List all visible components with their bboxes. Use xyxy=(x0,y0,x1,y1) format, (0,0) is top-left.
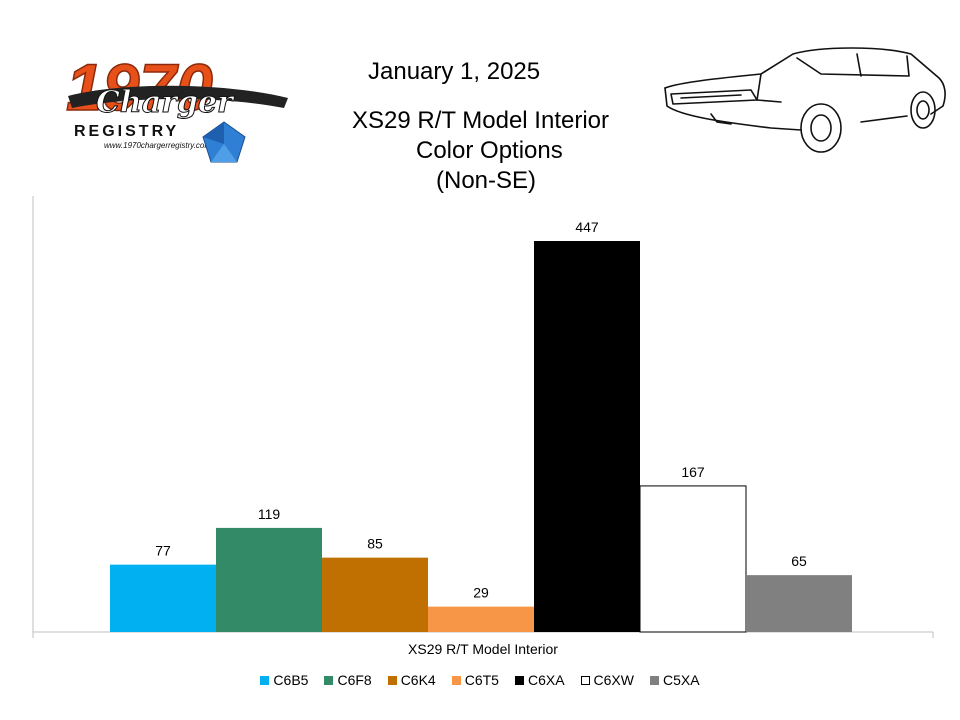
data-label-c6f8: 119 xyxy=(258,506,281,522)
data-label-c6t5: 29 xyxy=(473,585,489,601)
logo-swoosh xyxy=(68,85,288,108)
category-label: XS29 R/T Model Interior xyxy=(408,641,558,657)
legend-item-c6xw: C6XW xyxy=(580,672,634,688)
registry-logo: 1970 Charger REGISTRY www.1970chargerreg… xyxy=(65,52,288,163)
legend-label: C6XW xyxy=(593,672,634,688)
legend-swatch xyxy=(324,675,334,685)
legend-swatch xyxy=(451,675,461,685)
legend-item-c6t5: C6T5 xyxy=(451,672,499,688)
legend-item-c6k4: C6K4 xyxy=(387,672,436,688)
legend-swatch xyxy=(580,675,590,685)
chart-title: XS29 R/T Model Interior Color Options (N… xyxy=(352,106,609,196)
legend-label: C5XA xyxy=(662,672,700,688)
bar-c6xw xyxy=(639,485,747,633)
legend-item-c6xa: C6XA xyxy=(514,672,565,688)
bar-c6k4 xyxy=(322,557,428,632)
data-label-c6xw: 167 xyxy=(681,464,705,480)
bar-c6f8 xyxy=(216,527,322,632)
chart-legend: C6B5 C6F8 C6K4 C6T5 C6XA C6XW C5XA xyxy=(0,672,960,688)
legend-swatch xyxy=(649,675,659,685)
legend-swatch xyxy=(514,675,524,685)
logo-script: Charger xyxy=(96,85,235,120)
logo-url: www.1970chargerregistry.com/ xyxy=(104,141,214,150)
legend-label: C6XA xyxy=(527,672,565,688)
pentastar-icon xyxy=(202,121,246,163)
legend-label: C6T5 xyxy=(464,672,499,688)
report-date: January 1, 2025 xyxy=(368,58,541,85)
bar-c5xa xyxy=(746,575,852,632)
bar-c6b5 xyxy=(110,564,216,632)
legend-label: C6B5 xyxy=(273,672,309,688)
legend-swatch xyxy=(260,675,270,685)
legend-item-c6b5: C6B5 xyxy=(260,672,308,688)
data-label-c5xa: 65 xyxy=(791,553,807,569)
legend-item-c6f8: C6F8 xyxy=(324,672,372,688)
legend-item-c5xa: C5XA xyxy=(649,672,700,688)
legend-label: C6K4 xyxy=(400,672,436,688)
data-label-c6xa: 447 xyxy=(575,219,599,235)
data-label-c6b5: 77 xyxy=(155,543,171,559)
legend-swatch xyxy=(387,675,397,685)
legend-label: C6F8 xyxy=(337,672,372,688)
charger-car-sketch-icon xyxy=(661,44,951,154)
bar-c6xa xyxy=(534,241,640,632)
title-line-2: Color Options xyxy=(416,137,563,164)
data-label-c6k4: 85 xyxy=(367,536,383,552)
logo-word: REGISTRY xyxy=(74,123,179,140)
bar-c6t5 xyxy=(428,606,534,632)
title-line-1: XS29 R/T Model Interior xyxy=(352,107,610,134)
title-line-3: (Non-SE) xyxy=(436,167,537,194)
